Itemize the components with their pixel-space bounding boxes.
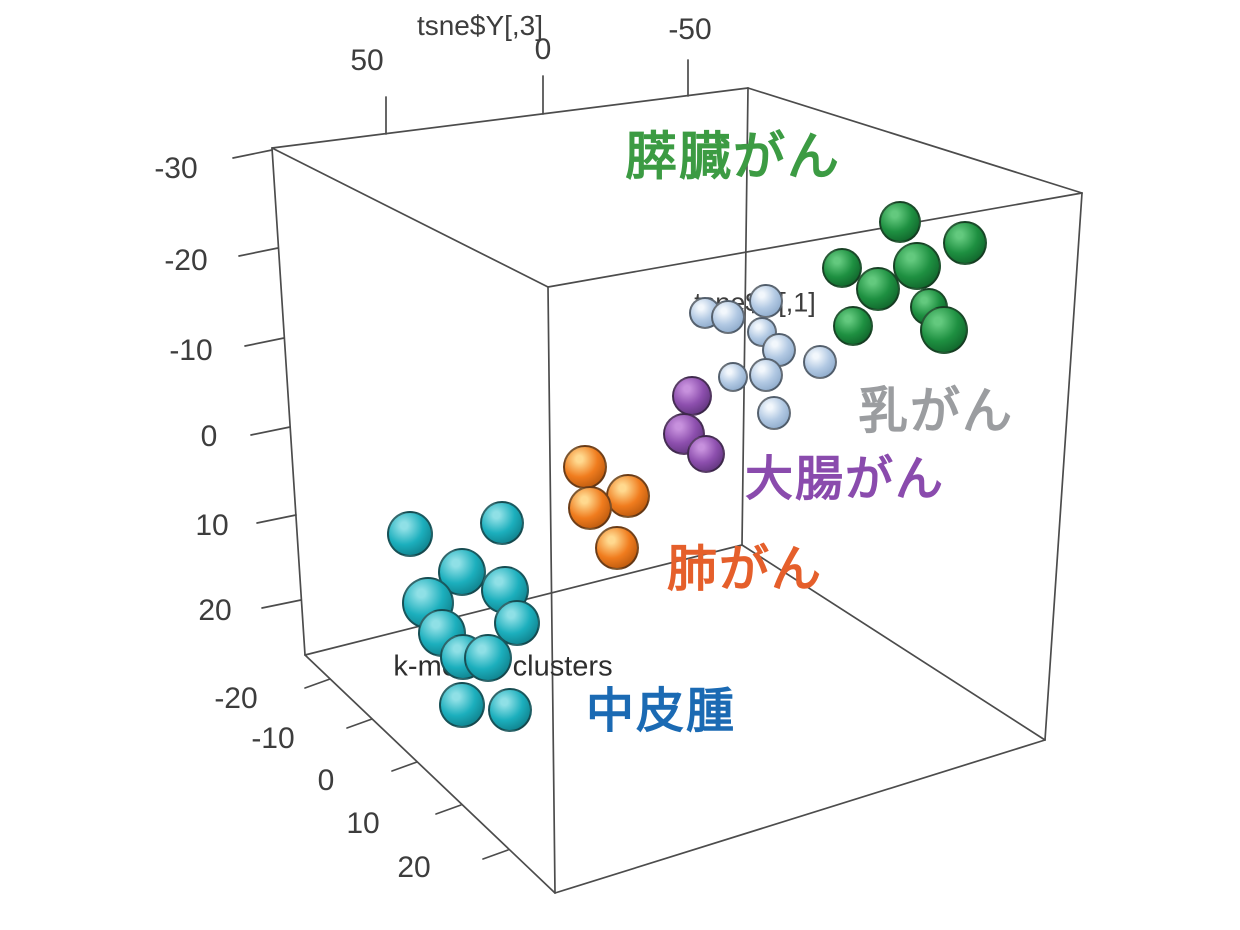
breast-cancer-sphere (711, 300, 745, 334)
lung-cancer-sphere (595, 526, 639, 570)
colorectal-cancer-sphere (672, 376, 712, 416)
breast-cancer-sphere (757, 396, 791, 430)
top-axis-tick-label: 0 (534, 33, 552, 66)
mesothelioma-sphere (387, 511, 433, 557)
left-axis-tick-label: -10 (169, 334, 213, 367)
bottom-axis-tick-label: 10 (346, 807, 380, 840)
bottom-axis-tick-marks (304, 678, 509, 860)
lung-cancer-sphere (563, 445, 607, 489)
mesothelioma-sphere (480, 501, 524, 545)
left-axis-tick-label: -30 (154, 152, 198, 185)
mesothelioma-sphere (438, 548, 486, 596)
pancreatic-cancer-label: 膵臓がん (624, 128, 842, 187)
top-axis-tick-label: 50 (350, 44, 384, 77)
breast-cancer-sphere (749, 284, 783, 318)
lung-cancer-sphere (606, 474, 650, 518)
colorectal-cancer-sphere (663, 413, 705, 455)
left-axis-tick-label: 0 (200, 420, 218, 453)
top-axis-tick-marks (385, 59, 689, 135)
breast-cancer-label: 乳がん (858, 383, 1014, 439)
pancreatic-cancer-sphere (893, 242, 941, 290)
pancreatic-cancer-sphere (943, 221, 987, 265)
lung-cancer-sphere (568, 486, 612, 530)
left-axis-tick-label: 10 (195, 509, 229, 542)
bottom-axis-tick-label: -20 (214, 682, 258, 715)
pancreatic-cancer-sphere (833, 306, 873, 346)
mesothelioma-sphere (464, 634, 512, 682)
colorectal-cancer-label: 大腸がん (744, 453, 946, 506)
pancreatic-cancer-sphere (856, 267, 900, 311)
top-axis-title: tsne$Y[,3] (416, 10, 544, 41)
pancreatic-cancer-sphere (920, 306, 968, 354)
left-axis-tick-label: 20 (198, 594, 232, 627)
top-axis-tick-label: -50 (668, 13, 712, 46)
colorectal-cancer-sphere (687, 435, 725, 473)
bottom-axis-tick-label: 0 (317, 764, 335, 797)
bottom-axis-tick-label: -10 (251, 722, 295, 755)
pancreatic-cancer-sphere (822, 248, 862, 288)
mesothelioma-label: 中皮腫 (585, 685, 737, 738)
lung-cancer-label: 肺がん (667, 541, 823, 597)
mesothelioma-sphere (488, 688, 532, 732)
left-axis-tick-marks (232, 149, 302, 609)
bottom-axis-tick-label: 20 (397, 851, 431, 884)
mesothelioma-sphere (439, 682, 485, 728)
breast-cancer-sphere (803, 345, 837, 379)
breast-cancer-sphere (749, 358, 783, 392)
breast-cancer-sphere (718, 362, 748, 392)
pancreatic-cancer-sphere (879, 201, 921, 243)
cube-edges (271, 87, 1083, 894)
left-axis-tick-label: -20 (164, 244, 208, 277)
